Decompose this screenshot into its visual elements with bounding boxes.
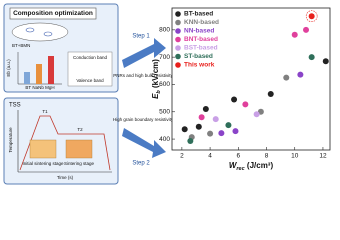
point xyxy=(207,130,214,137)
axis-label: Eb (kV/cm) xyxy=(151,59,162,99)
point xyxy=(225,122,232,129)
point xyxy=(198,114,205,121)
y-tick-label: 400 xyxy=(159,136,170,143)
highlight-ring xyxy=(305,10,318,22)
axis-label: BT NaNb MgH xyxy=(25,85,54,90)
legend-marker xyxy=(175,62,181,68)
bottom-panel xyxy=(3,97,119,185)
legend-label: NN-based xyxy=(184,28,214,35)
axis-label: Wrec (J/cm³) xyxy=(229,161,274,172)
point xyxy=(212,116,219,123)
formula: BT+BMN xyxy=(12,43,30,48)
arrow xyxy=(122,128,166,158)
x-tick-label: 12 xyxy=(319,153,327,160)
panel-title-box xyxy=(9,7,97,20)
point xyxy=(231,96,238,103)
grain-sketch xyxy=(29,139,57,159)
x-tick-label: 10 xyxy=(291,153,299,160)
panel-title: Composition optimization xyxy=(13,10,93,17)
step-note: High grain boundary resistivity xyxy=(113,117,174,122)
legend-label: KNN-based xyxy=(184,19,219,26)
sintering-profile xyxy=(19,115,111,171)
x-tick-label: 2 xyxy=(180,153,184,160)
band-label: Conduction band xyxy=(73,55,108,60)
legend-marker xyxy=(175,45,181,51)
axis-label-sub: rec xyxy=(236,166,244,172)
y-tick-label: 700 xyxy=(159,54,170,61)
point xyxy=(303,26,310,33)
nanoregion xyxy=(43,31,53,37)
legend-label: This work xyxy=(184,62,215,69)
legend-label: BST-based xyxy=(184,45,218,52)
band-label: Valence band xyxy=(76,78,104,83)
legend-marker xyxy=(175,11,181,17)
point xyxy=(181,126,188,133)
legend-marker xyxy=(175,28,181,34)
axis-label: Eb (a.u.) xyxy=(6,59,11,77)
y-tick-label: 600 xyxy=(159,81,170,88)
axis-label-unit: (kV/cm) xyxy=(151,59,160,90)
legend-marker xyxy=(175,36,181,43)
temp-label: T1 xyxy=(42,109,48,114)
axis-label: Temperature xyxy=(8,127,13,153)
axis-label-unit: (J/cm³) xyxy=(245,161,274,170)
point xyxy=(297,71,304,78)
stage-label: Initial sintering stage xyxy=(22,161,64,166)
axis-label-main: W xyxy=(229,161,238,170)
panel-title: TSS xyxy=(9,103,21,109)
sketch-bar xyxy=(24,72,30,84)
temp-label: T2 xyxy=(77,127,83,132)
y-tick-label: 500 xyxy=(159,108,170,115)
point xyxy=(202,106,209,113)
point xyxy=(242,101,249,108)
sketch-bar xyxy=(48,56,54,84)
legend-label: ST-based xyxy=(184,53,213,60)
point xyxy=(267,91,274,98)
x-tick-label: 4 xyxy=(208,153,212,160)
sketch-bar xyxy=(36,64,42,84)
legend-label: BT-based xyxy=(184,11,213,18)
graphical-abstract: Composition optimization BT+BMN Eb (a.u.… xyxy=(3,3,331,185)
point xyxy=(322,58,329,65)
domain-sketch xyxy=(11,22,69,42)
legend-marker xyxy=(175,19,181,26)
band-sketch xyxy=(67,51,113,87)
point xyxy=(283,74,290,81)
grain-sketch xyxy=(65,139,93,159)
axis-label-sub: b xyxy=(156,90,162,94)
nanoregion xyxy=(25,27,35,33)
point xyxy=(232,128,239,135)
step-label: Step 2 xyxy=(132,161,150,167)
legend-marker xyxy=(175,53,181,60)
y-tick-label: 800 xyxy=(159,27,170,34)
point xyxy=(291,31,298,38)
point xyxy=(218,130,225,137)
axis-label: Time (s) xyxy=(57,175,74,180)
arrow xyxy=(122,38,166,68)
axis-label-main: E xyxy=(151,93,160,99)
point xyxy=(187,137,194,144)
point xyxy=(308,54,315,61)
step-note: PNRs and high bulk resistivity xyxy=(113,73,173,78)
stage-label: Sintering stage xyxy=(64,161,95,166)
point xyxy=(308,13,315,20)
step-label: Step 1 xyxy=(132,34,150,40)
x-tick-label: 6 xyxy=(236,153,240,160)
legend-label: BNT-based xyxy=(184,36,218,43)
x-tick-label: 8 xyxy=(265,153,269,160)
point xyxy=(195,123,202,130)
point xyxy=(253,111,260,118)
